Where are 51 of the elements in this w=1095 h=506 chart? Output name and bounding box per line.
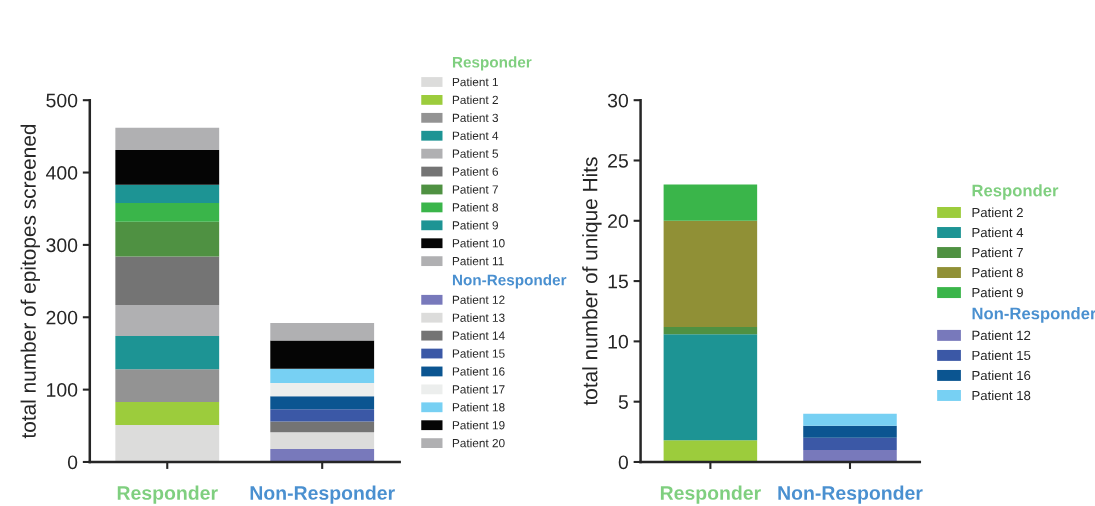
legend-label: Patient 16 — [452, 366, 505, 376]
x-tick-label: Non-Responder — [250, 485, 395, 504]
legend-label: Patient 12 — [452, 295, 505, 304]
x-tick-label: Non-Responder — [778, 485, 923, 504]
category-label: Responder — [452, 56, 532, 71]
legend-label: Patient 4 — [972, 227, 1024, 238]
category-label: Responder — [972, 184, 1059, 200]
legend-label: Patient 15 — [972, 350, 1031, 361]
legend-label: Patient 2 — [452, 95, 498, 105]
legend-label: Patient 4 — [452, 131, 499, 140]
legend-label: Patient 20 — [452, 438, 505, 448]
category-label: Non-Responder — [452, 274, 567, 289]
y-axis-title: total number of epitopes screened — [20, 124, 40, 439]
y-tick-label: 500 — [46, 93, 78, 108]
legend-label: Patient 7 — [972, 247, 1023, 258]
legend-label: Patient 8 — [972, 267, 1023, 278]
x-tick-label: Responder — [117, 485, 218, 504]
y-tick-label: 300 — [46, 238, 78, 253]
legend-label: Patient 16 — [972, 370, 1031, 381]
y-tick-label: 15 — [608, 274, 628, 289]
x-tick-label: Responder — [660, 485, 761, 504]
legend-label: Patient 12 — [972, 330, 1031, 341]
y-tick-label: 400 — [45, 166, 78, 180]
legend-label: Patient 11 — [452, 256, 504, 266]
legend-label: Patient 7 — [452, 185, 498, 194]
y-tick-label: 30 — [607, 93, 629, 108]
legend-label: Patient 9 — [452, 220, 498, 230]
legend-label: Patient 18 — [452, 402, 505, 412]
legend-label: Patient 15 — [452, 349, 505, 358]
y-tick-label: 0 — [618, 455, 629, 470]
y-tick-label: 25 — [608, 153, 628, 168]
legend-label: Patient 8 — [452, 202, 499, 212]
legend-label: Patient 18 — [972, 390, 1031, 401]
legend-label: Patient 2 — [972, 207, 1023, 218]
legend-label: Patient 1 — [452, 77, 498, 87]
y-axis-title: total number of unique Hits — [582, 157, 602, 406]
y-tick-label: 5 — [618, 395, 628, 409]
legend-label: Patient 5 — [452, 149, 499, 158]
legend-label: Patient 6 — [452, 167, 499, 176]
legend-label: Patient 9 — [972, 287, 1023, 298]
y-tick-label: 200 — [46, 310, 78, 325]
legend-label: Patient 17 — [452, 384, 505, 394]
y-tick-label: 10 — [608, 334, 629, 349]
legend-label: Patient 13 — [452, 313, 505, 322]
y-tick-label: 20 — [608, 214, 629, 229]
legend-label: Patient 14 — [452, 331, 505, 340]
y-tick-label: 0 — [67, 455, 78, 470]
y-tick-label: 100 — [47, 383, 78, 397]
legend-label: Patient 3 — [452, 113, 499, 123]
legend-label: Patient 19 — [452, 420, 505, 430]
legend-label: Patient 10 — [452, 238, 505, 248]
